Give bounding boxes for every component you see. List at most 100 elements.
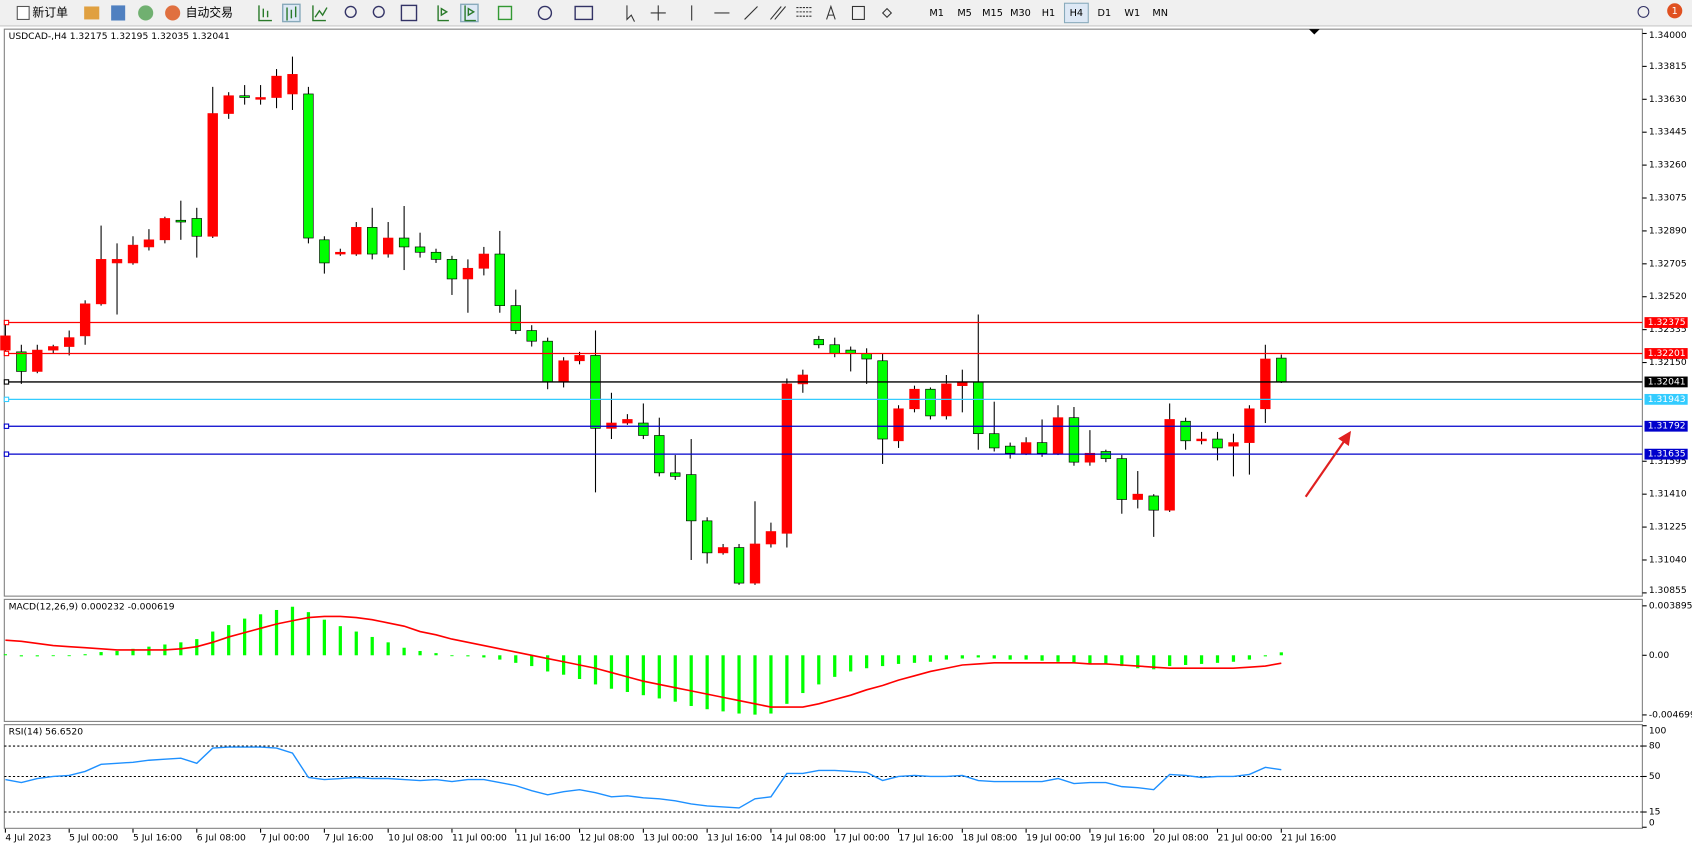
y-tick-label: 1.32335 [1649,324,1687,335]
candle-body [765,531,777,545]
macd-bar [833,655,837,677]
macd-bar [801,655,805,694]
macd-bar [498,655,502,660]
cursor-icon [626,5,635,22]
level-label-bg [1644,376,1688,388]
candle-body [367,227,378,255]
trendline-icon [744,6,758,20]
candle-body [989,433,1000,449]
x-tick-label: 7 Jul 00:00 [261,833,310,844]
candle-body [1276,357,1287,383]
macd-bar [1199,655,1204,664]
macd-bar [912,655,917,663]
y-tick-label: 1.32890 [1649,225,1687,236]
active-timeframe [1063,2,1089,24]
icon [464,5,476,22]
macd-bar [896,655,901,664]
candle-body [111,259,123,264]
y-tick-label: 1.33445 [1649,127,1687,138]
auto-trading-button[interactable]: 自动交易 [165,5,233,21]
candle-body [1180,420,1191,442]
chart-shift-marker [1308,29,1320,35]
macd-bar [1183,655,1188,665]
icon [537,5,553,21]
level-label-bg [1644,448,1688,460]
macd-bar [1040,655,1044,661]
timeframe-button[interactable]: H4 [1070,8,1083,19]
macd-bar [83,654,87,656]
macd-bar [1056,655,1060,662]
macd-bar [274,609,279,656]
y-tick-label: 1.33075 [1649,193,1687,204]
candle-body [478,253,490,269]
y-tick-label: 80 [1649,741,1661,752]
macd-bar [880,655,885,667]
candle-body [414,246,426,253]
drawing-tools[interactable] [626,4,893,22]
candle-body [797,374,809,385]
toolbar-bg [0,0,1692,26]
timeframe-button[interactable]: M1 [929,8,944,19]
x-tick-label: 17 Jul 00:00 [835,833,890,844]
candle-body [1036,442,1048,454]
y-tick-label: 50 [1649,771,1661,782]
macd-bar [450,655,454,657]
macd-bar [546,655,550,672]
candle-body [382,237,394,255]
macd-bar [1215,655,1220,663]
icon[interactable] [84,6,100,20]
macd-bar [131,648,135,656]
y-tick-label: 1.31410 [1649,489,1687,500]
timeframe-button[interactable]: D1 [1098,8,1112,19]
timeframe-button[interactable]: W1 [1124,8,1140,19]
candle-body [893,408,904,442]
candle-body [1052,417,1064,454]
timeframe-button[interactable]: MN [1152,8,1168,19]
x-tick-label: 11 Jul 00:00 [452,833,507,844]
candle-body [335,251,346,255]
candle-body [1004,445,1016,454]
notification-badge[interactable] [1667,3,1683,19]
label-icon [851,5,865,20]
candle-body [558,360,569,383]
macd-bar [960,655,964,659]
candle-body [813,339,824,346]
y-tick-label: 1.32520 [1649,291,1687,302]
tool-icons[interactable] [258,3,594,23]
candle-body [319,239,330,264]
macd-bar [258,614,263,656]
icon [497,5,513,21]
timeframe-button[interactable]: M5 [957,8,972,19]
candle-body [1148,495,1159,511]
macd-bar [689,655,693,706]
new-order-button[interactable]: 新订单 [16,5,68,20]
candle-body [159,218,171,241]
icon[interactable] [111,5,126,21]
shapes-icon [881,7,893,19]
level-handle [3,319,10,326]
indicator-title: RSI(14) 56.6520 [9,727,84,738]
y-tick-label: 1.31595 [1649,456,1687,467]
timeframe-button[interactable]: M15 [982,8,1003,19]
candle-body [32,349,43,372]
candle-body [701,520,713,554]
macd-bar [976,655,980,658]
y-tick-label: 1.34000 [1649,30,1687,41]
candle-body [542,340,553,383]
search-icon[interactable] [1637,5,1650,18]
candle-body [207,113,218,237]
macd-bar [785,655,789,704]
candle-body [1068,417,1080,463]
candle-body [622,419,633,424]
timeframe-button[interactable]: M30 [1010,8,1031,19]
icon[interactable] [138,5,154,21]
y-tick-label: 1.33630 [1649,94,1687,105]
timeframe-button[interactable]: H1 [1042,8,1055,19]
macd-bar [1168,655,1172,667]
text-icon [826,4,836,20]
macd-bar [35,655,39,657]
level-label-bg [1644,348,1688,359]
macd-bar [530,655,534,667]
annotation-arrow [1304,430,1352,498]
